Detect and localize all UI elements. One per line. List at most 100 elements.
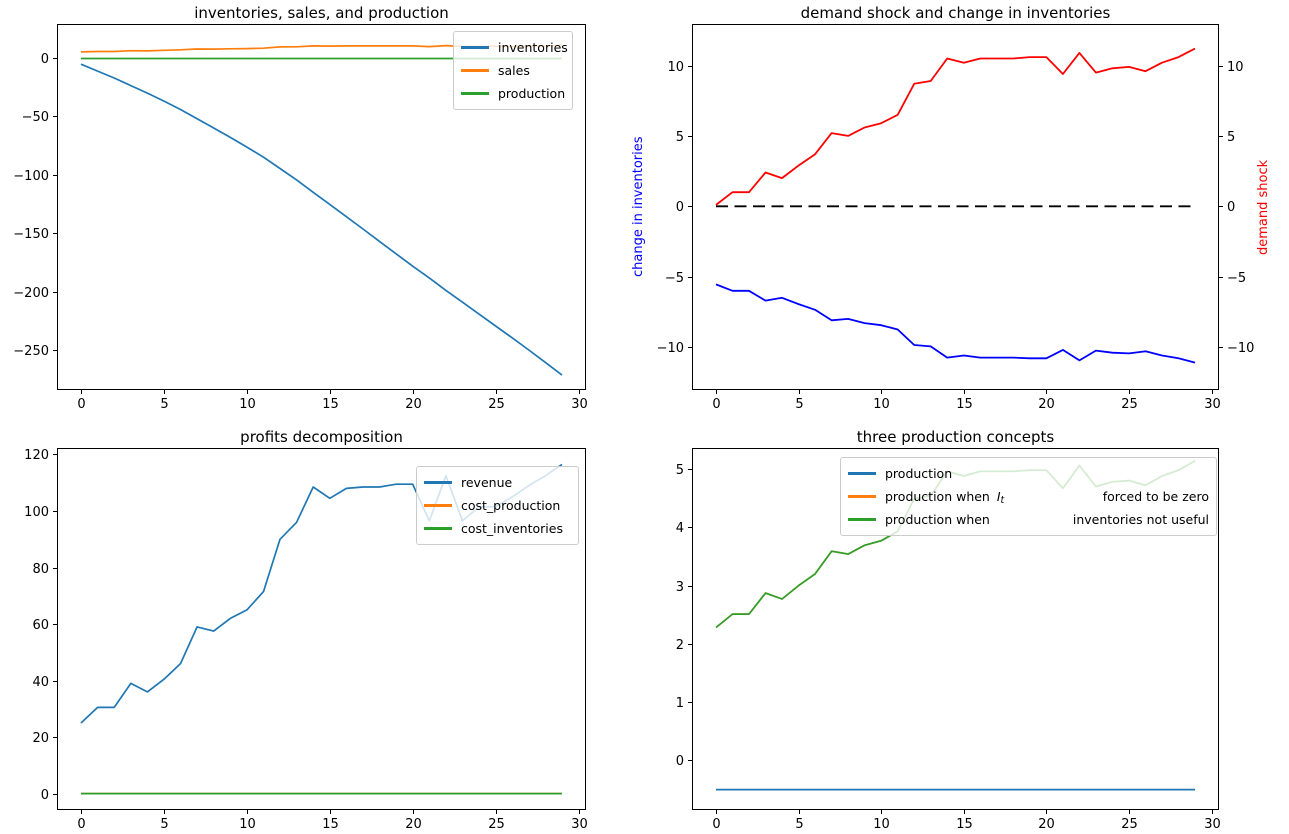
y-axis-left: 0 −50 −100 −150 −200 −250 [13,52,57,359]
x-tick-label: 10 [239,817,256,832]
y-tick-label: 2 [676,638,684,653]
x-tick-label: 20 [1038,817,1055,832]
y-tick-label: −50 [22,110,49,125]
y-tick-label: −100 [13,169,49,184]
plot-title-profits-decomposition: profits decomposition [240,428,403,446]
y-tick-label: −150 [13,227,49,242]
math-subscript: t [1000,494,1005,506]
legend-label-2: forced to be zero [1102,489,1209,504]
legend-swatch [461,69,489,72]
x-tick-label: 5 [160,397,168,412]
x-tick-label: 20 [405,817,422,832]
legend-swatch [848,518,876,521]
x-tick-label: 5 [795,397,803,412]
legend-swatch [848,495,876,498]
y-axis-right: 10 5 0 −5 −10 [1219,60,1254,356]
line-inventories [80,63,563,376]
y-tick-label-right: 10 [1227,60,1244,75]
plot-title-inventories-sales-production: inventories, sales, and production [194,4,449,22]
x-tick-label: 30 [1204,817,1221,832]
y-tick-label: 0 [41,52,49,67]
y-tick-label: 10 [667,60,684,75]
y-tick-label: 0 [41,788,49,803]
y-tick-label-right: −10 [1227,341,1254,356]
x-tick-label: 20 [1038,397,1055,412]
legend-swatch [424,527,452,530]
axes-frame [57,448,586,810]
y-tick-label: 5 [676,130,684,145]
legend-label: inventories [498,40,568,55]
x-tick-label: 25 [1121,817,1138,832]
x-tick-label: 10 [873,817,890,832]
y-tick-label-right: 0 [1227,200,1235,215]
legend-swatch [424,504,452,507]
line-change-in-inventories [715,283,1196,364]
y-tick-label: −200 [13,286,49,301]
legend-swatch [848,472,876,475]
y-tick-label: 0 [676,754,684,769]
y-tick-label-right: −5 [1227,271,1246,286]
x-tick-label: 10 [239,397,256,412]
x-tick-label: 15 [322,817,339,832]
legend-label: production when [885,489,990,504]
legend-label: production [885,466,953,481]
line-demand-shock [715,47,1196,206]
x-axis: 0 5 10 15 20 25 30 [77,390,588,412]
x-tick-label: 25 [488,397,505,412]
y-tick-label: −10 [657,341,684,356]
legend-label: production when [885,512,990,527]
legend-swatch [461,92,489,95]
x-tick-label: 0 [712,397,720,412]
legend-profits-decomposition: revenue cost_production cost_inventories [416,466,579,545]
x-axis: 0 5 10 15 20 25 30 [77,810,588,832]
math-symbol: I [996,489,1001,504]
x-tick-label: 10 [873,397,890,412]
y-axis-label-change-in-inventories: change in inventories [631,136,646,278]
x-tick-label: 5 [160,817,168,832]
legend-item: inventories [461,36,568,59]
y-tick-label: 4 [676,521,684,536]
legend-swatch [461,46,489,49]
y-tick-label: 80 [32,562,49,577]
y-tick-label-right: 5 [1227,130,1235,145]
plot-title-production-concepts: three production concepts [856,428,1055,446]
legend-item: production [848,462,1209,485]
x-tick-label: 30 [1204,397,1221,412]
x-tick-label: 25 [488,817,505,832]
y-axis-label-demand-shock: demand shock [1256,159,1271,255]
y-tick-label: 20 [32,731,49,746]
y-tick-label: 3 [676,580,684,595]
y-axis-left: 0 1 2 3 4 5 [676,463,692,769]
legend-inventories-sales-production: inventories sales production [453,31,573,110]
legend-label: sales [498,63,530,78]
x-tick-label: 15 [956,817,973,832]
x-axis: 0 5 10 15 20 25 30 [712,810,1221,832]
series-lines [715,47,1196,364]
y-tick-label: 1 [676,696,684,711]
x-tick-label: 15 [956,397,973,412]
axes-frame [692,24,1219,390]
legend-label: cost_production [461,498,561,513]
y-axis-left: 0 20 40 60 80 100 120 [24,448,57,803]
x-tick-label: 0 [77,397,85,412]
y-tick-label: 5 [676,463,684,478]
y-tick-label: −250 [13,344,49,359]
legend-item: cost_production [424,494,571,517]
x-tick-label: 15 [322,397,339,412]
y-tick-label: 60 [32,618,49,633]
legend-item: cost_inventories [424,517,571,540]
y-tick-label: −5 [665,271,684,286]
legend-label: revenue [461,475,513,490]
x-axis: 0 5 10 15 20 25 30 [712,390,1221,412]
legend-label-2: inventories not useful [1072,512,1209,527]
legend-item: sales [461,59,565,82]
y-axis-left: 10 5 0 −5 −10 [657,60,692,356]
x-tick-label: 30 [571,817,588,832]
y-tick-label: 40 [32,675,49,690]
legend-item: production [461,82,565,105]
